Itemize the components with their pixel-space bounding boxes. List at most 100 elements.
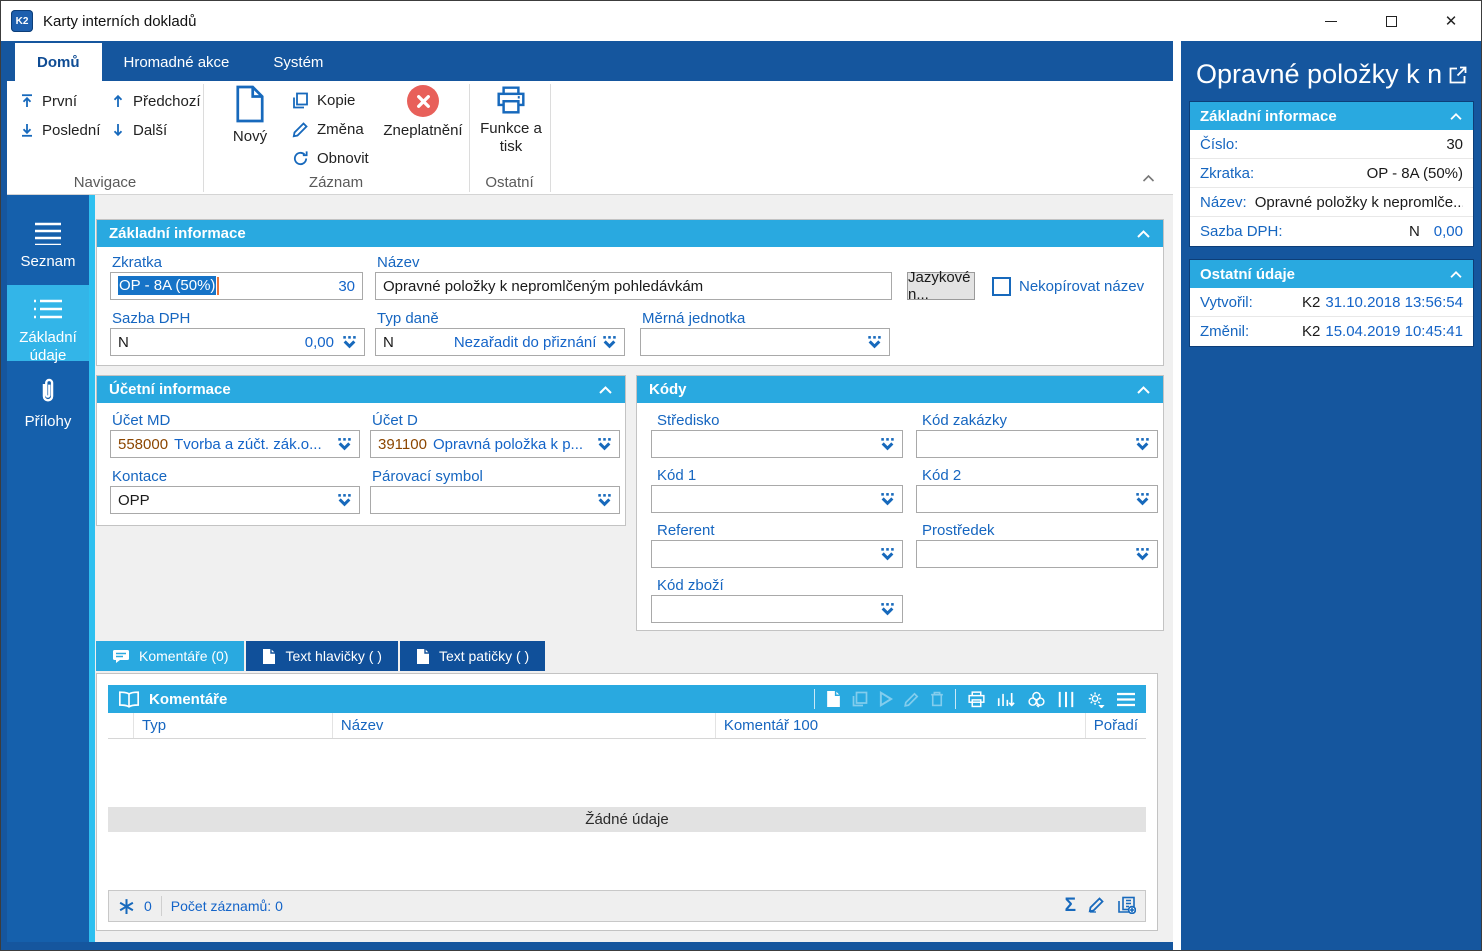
collapse-button[interactable] xyxy=(1449,270,1463,279)
dropdown-icon[interactable] xyxy=(867,335,882,349)
section-title: Kódy xyxy=(649,381,687,398)
collapse-button[interactable] xyxy=(1449,112,1463,121)
new-button[interactable]: Nový xyxy=(221,85,279,146)
refresh-button[interactable]: Obnovit xyxy=(292,145,369,171)
k2-app-icon: K2 xyxy=(11,10,33,32)
group-label-navigace: Navigace xyxy=(73,174,137,191)
ucet-d-field[interactable]: 391100 Opravná položka k p... xyxy=(370,430,620,458)
column-poradi[interactable]: Pořadí xyxy=(1093,717,1138,734)
dropdown-icon[interactable] xyxy=(1135,547,1150,561)
jazykove-nazvy-button[interactable]: Jazykové n... xyxy=(907,269,975,303)
next-button[interactable]: Další xyxy=(110,118,167,142)
comments-grid-body[interactable]: Žádné údaje xyxy=(108,739,1146,884)
collapse-button[interactable] xyxy=(1136,385,1151,395)
column-komentar[interactable]: Komentář 100 xyxy=(716,713,1086,738)
zkratka-field[interactable]: OP - 8A (50%) 30 xyxy=(110,272,363,300)
row-selector-column xyxy=(108,713,134,738)
dropdown-icon[interactable] xyxy=(1135,492,1150,506)
document-icon xyxy=(416,648,429,664)
last-button[interactable]: Poslední xyxy=(19,118,100,142)
sidebar-item-prilohy[interactable]: Přílohy xyxy=(7,365,89,439)
kod1-field[interactable] xyxy=(651,485,903,513)
prostredek-field[interactable] xyxy=(916,540,1158,568)
first-button[interactable]: První xyxy=(19,89,77,113)
edit-row-button[interactable] xyxy=(904,692,919,707)
functions-print-button[interactable]: Funkce a tisk xyxy=(473,85,549,156)
sazba-dph-field[interactable]: N 0,00 xyxy=(110,328,365,356)
dropdown-icon[interactable] xyxy=(337,437,352,451)
tab-komentare[interactable]: Komentáře (0) xyxy=(96,641,245,671)
tab-text-paticky[interactable]: Text patičky ( ) xyxy=(399,641,546,671)
sidebar-item-zakladni-udaje[interactable]: Základní údaje xyxy=(7,285,89,364)
dropdown-icon[interactable] xyxy=(597,493,612,507)
parovaci-symbol-field[interactable] xyxy=(370,486,620,514)
merna-jednotka-field[interactable] xyxy=(640,328,890,356)
dropdown-icon[interactable] xyxy=(602,335,617,349)
nekopirovat-checkbox[interactable] xyxy=(992,277,1011,296)
play-icon xyxy=(879,691,893,707)
collapse-button[interactable] xyxy=(598,385,613,395)
columns-button[interactable] xyxy=(1057,691,1075,708)
typ-dane-field[interactable]: N Nezařadit do přiznání xyxy=(375,328,625,356)
print-button[interactable] xyxy=(967,690,986,708)
row-label: Vytvořil: xyxy=(1200,293,1253,311)
close-button[interactable]: ✕ xyxy=(1421,1,1481,41)
title-bar: K2 Karty interních dokladů ✕ xyxy=(1,1,1481,41)
nazev-field[interactable]: Opravné položky k nepromlčeným pohledávk… xyxy=(375,272,892,300)
sidebar-item-seznam[interactable]: Seznam xyxy=(7,209,89,283)
delete-row-button[interactable] xyxy=(930,691,944,707)
comment-icon xyxy=(113,649,129,663)
color-settings-button[interactable] xyxy=(1027,691,1046,708)
ribbon-tab-system[interactable]: Systém xyxy=(273,53,324,71)
kontace-field[interactable]: OPP xyxy=(110,486,360,514)
referent-field[interactable] xyxy=(651,540,903,568)
next-label: Další xyxy=(133,121,168,139)
tab-text-hlavicky[interactable]: Text hlavičky ( ) xyxy=(246,641,398,671)
kod2-field[interactable] xyxy=(916,485,1158,513)
sum-button[interactable]: Σ xyxy=(1064,895,1076,916)
copy-button[interactable]: Kopie xyxy=(292,87,355,113)
dropdown-icon[interactable] xyxy=(880,437,895,451)
grid-settings-button[interactable] xyxy=(1086,691,1105,708)
preview-row-cislo: Číslo: 30 xyxy=(1190,130,1473,159)
copy-row-button[interactable] xyxy=(852,691,868,707)
previous-button[interactable]: Předchozí xyxy=(110,89,201,113)
dropdown-icon[interactable] xyxy=(880,547,895,561)
arrow-up-icon xyxy=(113,94,123,107)
invalidate-button[interactable]: Zneplatnění xyxy=(375,85,471,140)
panel-splitter[interactable] xyxy=(1173,41,1181,950)
section-zakladni-informace: Základní informace Zkratka OP - 8A (50%)… xyxy=(96,219,1164,366)
column-typ[interactable]: Typ xyxy=(134,713,333,738)
dropdown-icon[interactable] xyxy=(880,602,895,616)
chevron-up-icon xyxy=(599,385,612,394)
dropdown-icon[interactable] xyxy=(337,493,352,507)
run-button[interactable] xyxy=(879,691,893,707)
kod-zakazky-field[interactable] xyxy=(916,430,1158,458)
ribbon-tab-hromadne-akce[interactable]: Hromadné akce xyxy=(123,53,230,71)
dropdown-icon[interactable] xyxy=(880,492,895,506)
preview-row-sazba-dph: Sazba DPH: N 0,00 xyxy=(1190,217,1473,246)
external-link-icon xyxy=(1449,66,1467,84)
trash-icon xyxy=(931,691,943,707)
add-copy-button[interactable] xyxy=(1117,896,1137,917)
quick-edit-button[interactable] xyxy=(1088,896,1105,916)
dropdown-icon[interactable] xyxy=(597,437,612,451)
chart-button[interactable] xyxy=(997,691,1016,708)
open-external-button[interactable] xyxy=(1448,65,1468,85)
ucet-md-field[interactable]: 558000 Tvorba a zúčt. zák.o... xyxy=(110,430,360,458)
ribbon-tab-domu[interactable]: Domů xyxy=(15,43,102,81)
dropdown-icon[interactable] xyxy=(1135,437,1150,451)
kod-zbozi-field[interactable] xyxy=(651,595,903,623)
stredisko-field[interactable] xyxy=(651,430,903,458)
three-circles-icon xyxy=(1028,691,1045,708)
dropdown-icon[interactable] xyxy=(342,335,357,349)
column-nazev[interactable]: Název xyxy=(333,713,716,738)
minimize-button[interactable] xyxy=(1301,1,1361,41)
ribbon-collapse-button[interactable] xyxy=(1142,170,1155,188)
grid-menu-button[interactable] xyxy=(1116,692,1136,707)
preview-card-title: Základní informace xyxy=(1200,107,1337,125)
new-row-button[interactable] xyxy=(826,690,841,708)
collapse-button[interactable] xyxy=(1136,229,1151,239)
change-button[interactable]: Změna xyxy=(292,116,364,142)
maximize-button[interactable] xyxy=(1361,1,1421,41)
